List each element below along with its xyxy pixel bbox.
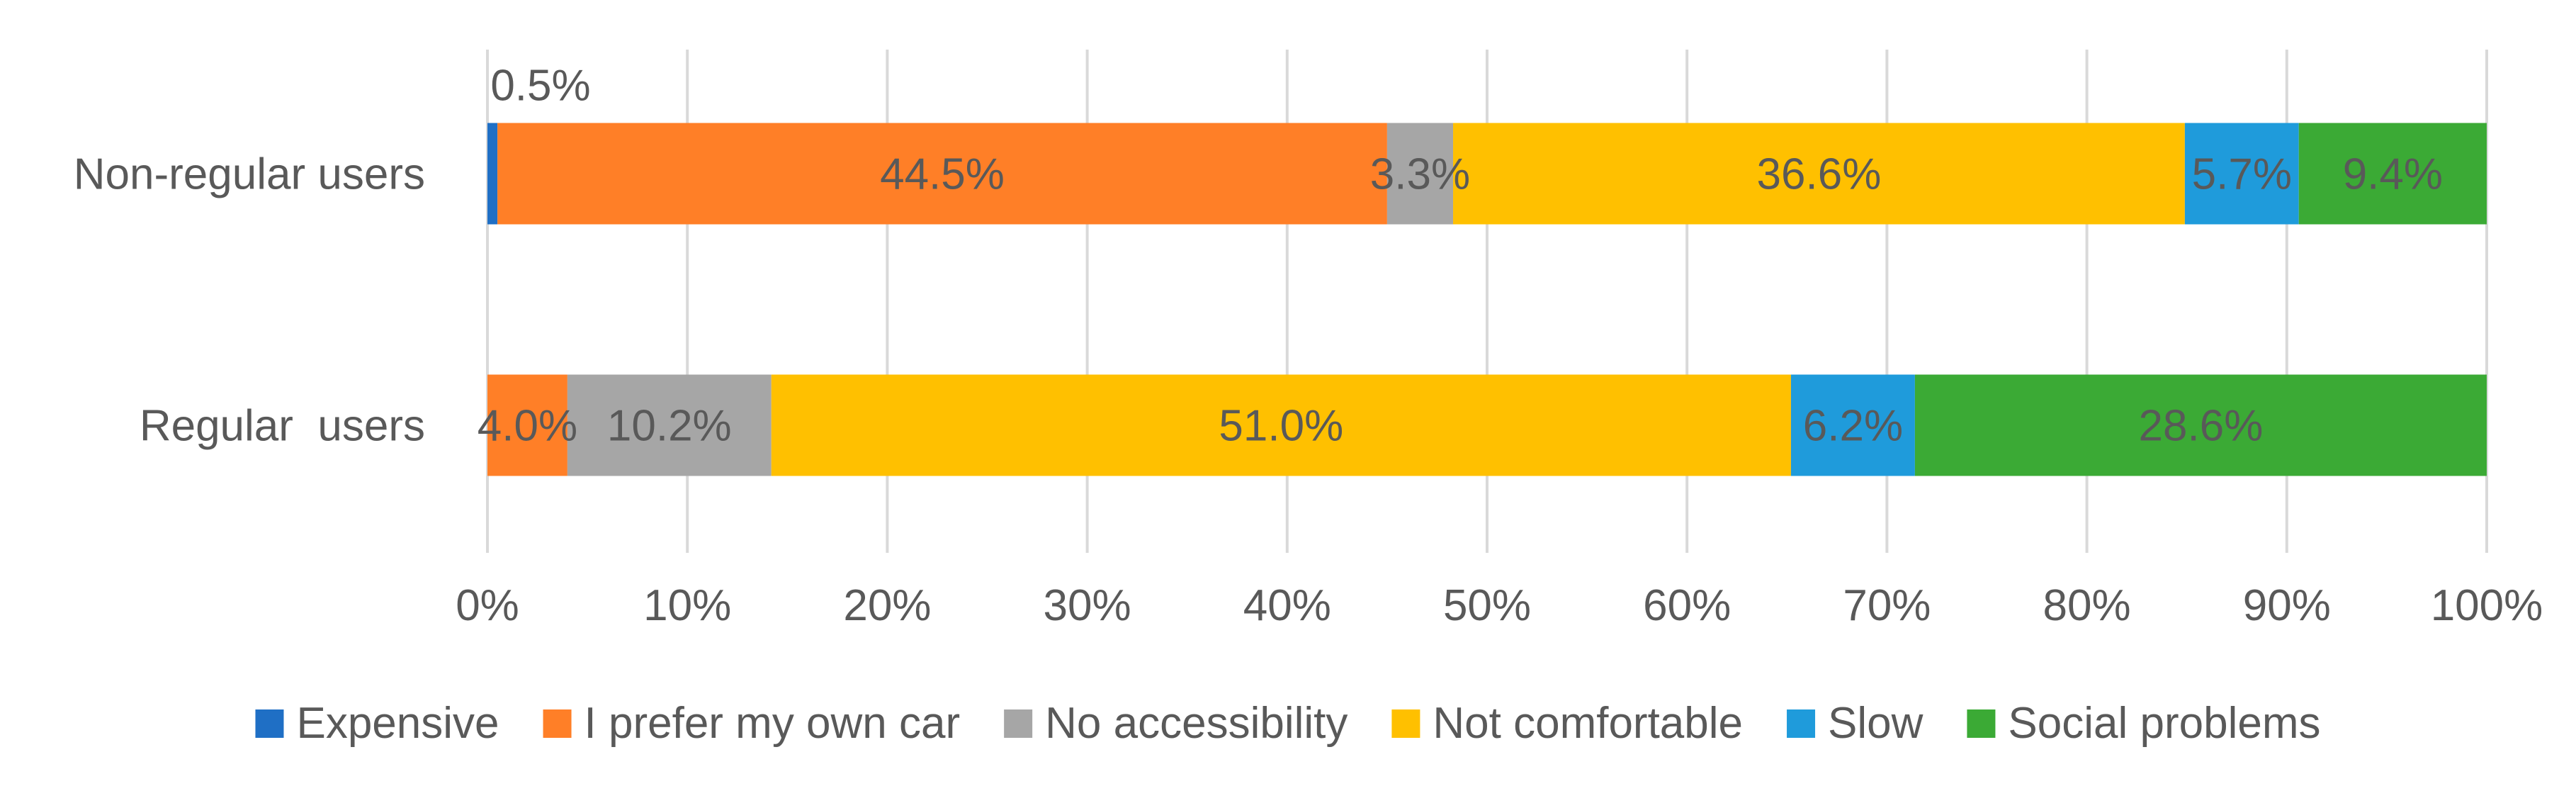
x-tick-label-90: 90% [2243, 581, 2331, 630]
data-label-non-regular-users-social-problems: 9.4% [2343, 150, 2443, 199]
bar-non-regular-users-not-comfortable [1453, 123, 2185, 225]
legend-swatch-no-accessibility [1004, 709, 1033, 738]
legend-label-expensive: Expensive [296, 699, 499, 748]
bar-regular-users-not-comfortable [771, 374, 1791, 476]
data-label-regular-users-no-accessibility: 10.2% [607, 402, 732, 451]
data-label-non-regular-users-no-accessibility: 3.3% [1370, 150, 1470, 199]
bar-regular-users-slow [1790, 374, 1915, 476]
data-labels: 0.5% 44.5% 3.3% 36.6% 5.7% 9.4% 4.0% 10.2% 51.0%… [478, 62, 2443, 451]
x-tick-label-10: 10% [643, 581, 731, 630]
legend-label-no-accessibility: No accessibility [1045, 699, 1348, 748]
bar-non-regular-users-expensive [487, 123, 498, 225]
legend-item-not-comfortable: Not comfortable [1391, 699, 1743, 748]
bar-non-regular-users-slow [2184, 123, 2299, 225]
legend-swatch-slow [1787, 709, 1816, 738]
data-label-regular-users-slow: 6.2% [1803, 402, 1903, 451]
bar-non-regular-users-social-problems [2298, 123, 2487, 225]
legend-swatch-expensive [255, 709, 284, 738]
legend: Expensive I prefer my own car No accessibi… [255, 699, 2321, 748]
legend-label-not-comfortable: Not comfortable [1433, 699, 1743, 748]
legend-label-i-prefer-my-own-car: I prefer my own car [584, 699, 961, 748]
x-tick-label-80: 80% [2043, 581, 2131, 630]
data-label-regular-users-social-problems: 28.6% [2139, 402, 2264, 451]
x-tick-label-0: 0% [456, 581, 519, 630]
data-label-non-regular-users-expensive: 0.5% [490, 62, 590, 111]
bar-non-regular-users-i-prefer-my-own-car [497, 123, 1387, 225]
category-label-regular-users: Regular users [140, 402, 425, 451]
legend-item-no-accessibility: No accessibility [1004, 699, 1348, 748]
category-label-non-regular-users: Non-regular users [74, 150, 425, 199]
x-tick-label-40: 40% [1243, 581, 1331, 630]
category-labels: Non-regular users Regular users [74, 150, 425, 451]
bar-regular-users-social-problems [1914, 374, 2487, 476]
data-label-regular-users-i-prefer-my-own-car: 4.0% [478, 402, 577, 451]
legend-swatch-social-problems [1967, 709, 1996, 738]
legend-item-social-problems: Social problems [1967, 699, 2321, 748]
x-tick-label-50: 50% [1443, 581, 1531, 630]
bar-regular-users-i-prefer-my-own-car [487, 374, 567, 476]
legend-item-slow: Slow [1787, 699, 1923, 748]
data-label-non-regular-users-not-comfortable: 36.6% [1757, 150, 1882, 199]
legend-item-expensive: Expensive [255, 699, 499, 748]
x-tick-label-100: 100% [2431, 581, 2543, 630]
x-tick-label-70: 70% [1843, 581, 1931, 630]
bar-regular-users-no-accessibility [567, 374, 772, 476]
legend-label-slow: Slow [1828, 699, 1923, 748]
legend-item-i-prefer-my-own-car: I prefer my own car [543, 699, 961, 748]
bar-non-regular-users-no-accessibility [1386, 123, 1454, 225]
x-tick-label-60: 60% [1643, 581, 1731, 630]
x-tick-label-30: 30% [1044, 581, 1131, 630]
legend-swatch-not-comfortable [1391, 709, 1420, 738]
data-label-non-regular-users-slow: 5.7% [2192, 150, 2292, 199]
x-tick-label-20: 20% [843, 581, 931, 630]
legend-label-social-problems: Social problems [2008, 699, 2320, 748]
data-label-non-regular-users-i-prefer-my-own-car: 44.5% [880, 150, 1005, 199]
data-label-regular-users-not-comfortable: 51.0% [1219, 402, 1343, 451]
x-axis-tick-labels: 0% 10% 20% 30% 40% 50% 60% 70% 80% 90% 100% [456, 581, 2543, 630]
bars [487, 123, 2487, 476]
legend-swatch-i-prefer-my-own-car [543, 709, 572, 738]
